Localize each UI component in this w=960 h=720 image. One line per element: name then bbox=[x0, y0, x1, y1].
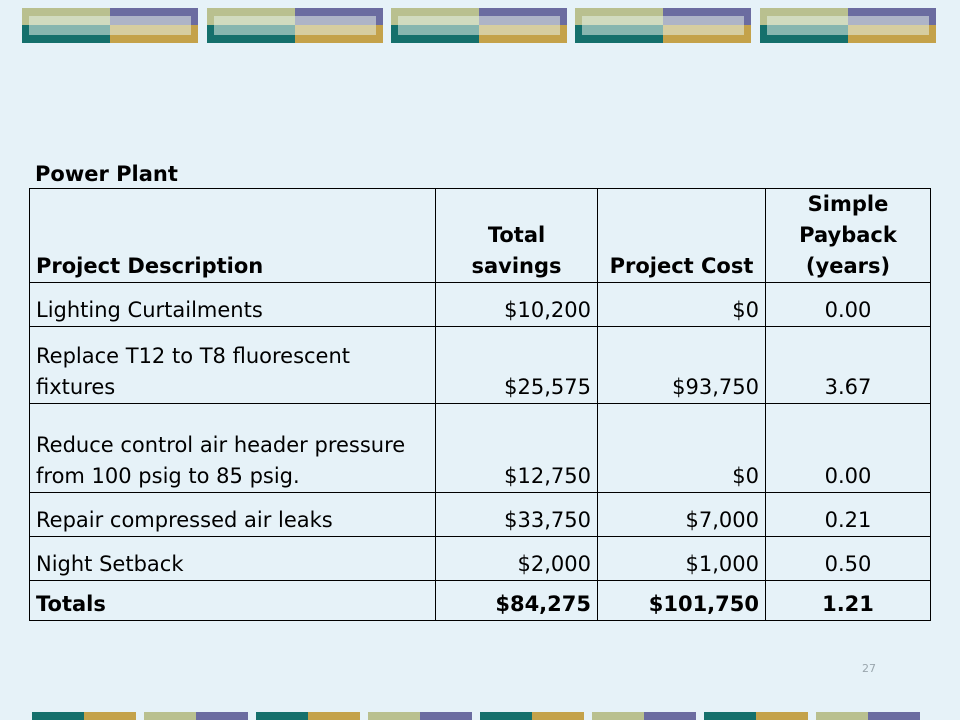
row-savings: $12,750 bbox=[435, 403, 598, 493]
banner-tile bbox=[760, 8, 936, 43]
totals-payback: 1.21 bbox=[765, 580, 931, 621]
table-row: Lighting Curtailments $10,200 $0 0.00 bbox=[29, 282, 931, 327]
row-payback: 0.00 bbox=[765, 403, 931, 493]
page-number: 27 bbox=[862, 662, 876, 675]
table-row: Replace T12 to T8 fluorescent fixtures $… bbox=[29, 326, 931, 404]
banner-tile bbox=[391, 8, 567, 43]
row-cost: $1,000 bbox=[597, 536, 766, 581]
row-cost: $93,750 bbox=[597, 326, 766, 404]
row-cost: $0 bbox=[597, 282, 766, 327]
row-savings: $33,750 bbox=[435, 492, 598, 537]
totals-label: Totals bbox=[29, 580, 436, 621]
totals-row: Totals $84,275 $101,750 1.21 bbox=[29, 580, 931, 621]
row-cost: $0 bbox=[597, 403, 766, 493]
top-decorative-banner bbox=[22, 8, 938, 43]
col-header-cost: Project Cost bbox=[597, 188, 766, 283]
row-description: Night Setback bbox=[29, 536, 436, 581]
row-description: Repair compressed air leaks bbox=[29, 492, 436, 537]
col-header-description: Project Description bbox=[29, 188, 436, 283]
row-description: Replace T12 to T8 fluorescent fixtures bbox=[29, 326, 436, 404]
row-savings: $2,000 bbox=[435, 536, 598, 581]
row-description: Reduce control air header pressure from … bbox=[29, 403, 436, 493]
row-payback: 3.67 bbox=[765, 326, 931, 404]
table-row: Repair compressed air leaks $33,750 $7,0… bbox=[29, 492, 931, 537]
totals-savings: $84,275 bbox=[435, 580, 598, 621]
row-cost: $7,000 bbox=[597, 492, 766, 537]
banner-tile bbox=[22, 8, 198, 43]
row-savings: $25,575 bbox=[435, 326, 598, 404]
table-row: Reduce control air header pressure from … bbox=[29, 403, 931, 493]
col-header-payback: Simple Payback (years) bbox=[765, 188, 931, 283]
row-savings: $10,200 bbox=[435, 282, 598, 327]
slide-title: Power Plant bbox=[35, 162, 178, 186]
col-header-savings: Total savings bbox=[435, 188, 598, 283]
row-payback: 0.50 bbox=[765, 536, 931, 581]
banner-tile bbox=[207, 8, 383, 43]
banner-tile bbox=[575, 8, 751, 43]
row-description: Lighting Curtailments bbox=[29, 282, 436, 327]
projects-table: Project Description Total savings Projec… bbox=[29, 188, 931, 621]
row-payback: 0.00 bbox=[765, 282, 931, 327]
row-payback: 0.21 bbox=[765, 492, 931, 537]
table-row: Night Setback $2,000 $1,000 0.50 bbox=[29, 536, 931, 581]
bottom-decorative-strip bbox=[32, 712, 928, 720]
totals-cost: $101,750 bbox=[597, 580, 766, 621]
table-header-row: Project Description Total savings Projec… bbox=[29, 188, 931, 283]
